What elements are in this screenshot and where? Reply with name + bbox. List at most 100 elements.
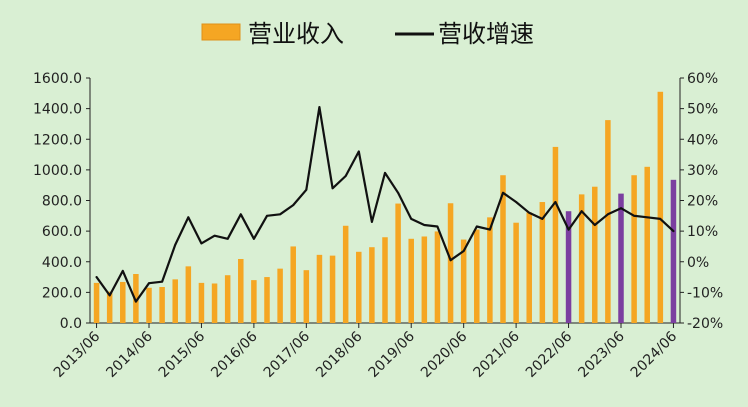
revenue-bar <box>356 251 362 323</box>
revenue-bar <box>434 231 441 323</box>
growth-point <box>488 228 491 231</box>
growth-point <box>331 187 334 190</box>
revenue-bar <box>277 268 283 323</box>
growth-point <box>541 217 544 220</box>
growth-point <box>108 294 111 297</box>
growth-point <box>357 150 360 153</box>
revenue-bar <box>342 225 349 323</box>
growth-line <box>95 105 675 303</box>
left-tick-label: 800.0 <box>42 194 82 210</box>
growth-point <box>449 259 452 262</box>
x-tick-label: 2013/06 <box>51 328 104 381</box>
growth-point <box>515 201 518 203</box>
revenue-bar <box>329 255 336 323</box>
revenue-bar <box>172 279 178 323</box>
growth-point <box>528 211 531 214</box>
revenue-bar <box>133 274 139 323</box>
x-tick-label: 2014/06 <box>103 328 156 381</box>
growth-point <box>567 228 570 231</box>
growth-point <box>397 191 400 194</box>
revenue-bar <box>224 275 231 323</box>
revenue-bar <box>474 229 480 323</box>
left-tick-label: 0.0 <box>60 316 82 332</box>
revenue-bar-highlight <box>565 211 572 323</box>
right-tick-label: 50% <box>687 102 718 118</box>
revenue-bar <box>408 238 414 323</box>
growth-point <box>633 214 636 217</box>
left-tick-label: 1600.0 <box>33 71 82 87</box>
revenue-bar <box>631 175 637 323</box>
revenue-bar <box>316 254 323 323</box>
growth-point <box>344 175 347 177</box>
growth-point <box>252 237 255 240</box>
right-tick-label: 30% <box>687 163 718 179</box>
growth-point <box>134 300 137 303</box>
revenue-bar <box>251 280 257 323</box>
growth-point <box>95 276 98 278</box>
growth-point <box>646 216 649 219</box>
left-tick-label: 600.0 <box>42 224 82 240</box>
revenue-bar <box>395 203 401 323</box>
growth-point <box>148 282 150 285</box>
growth-point <box>200 242 203 245</box>
right-tick-label: 20% <box>687 194 718 210</box>
legend-bar-swatch <box>201 23 241 41</box>
growth-point <box>593 224 596 226</box>
growth-point <box>174 244 177 246</box>
left-tick-label: 1400.0 <box>33 102 82 118</box>
revenue-bar <box>93 282 100 323</box>
growth-point <box>305 188 308 191</box>
revenue-bar <box>539 202 546 323</box>
growth-point <box>292 204 295 206</box>
revenue-bar <box>500 175 506 323</box>
revenue-bar <box>552 146 559 323</box>
legend: 营业收入 营收增速 <box>201 20 534 48</box>
revenue-bar <box>657 91 664 323</box>
x-tick-label: 2022/06 <box>523 328 576 381</box>
revenue-bar-highlight <box>618 193 624 323</box>
growth-point <box>423 224 426 226</box>
revenue-bar <box>238 258 244 323</box>
revenue-bar <box>120 281 126 323</box>
revenue-bar <box>526 212 532 323</box>
revenue-bar <box>303 270 310 323</box>
revenue-bar <box>369 247 375 323</box>
x-tick-label: 2016/06 <box>208 328 261 381</box>
legend-bar-label: 营业收入 <box>248 20 344 48</box>
revenue-bar <box>605 120 611 323</box>
revenue-bar <box>198 282 205 323</box>
revenue-bar <box>421 236 428 323</box>
growth-point <box>318 106 321 108</box>
growth-point <box>161 280 164 283</box>
x-tick-label: 2021/06 <box>470 328 523 381</box>
x-tick-label: 2018/06 <box>313 328 366 381</box>
revenue-bar <box>211 283 218 323</box>
revenue-bar <box>578 194 585 323</box>
growth-point <box>659 217 662 220</box>
x-tick-label: 2024/06 <box>628 328 681 381</box>
growth-point <box>187 216 190 219</box>
left-tick-label: 1200.0 <box>33 132 82 148</box>
revenue-bar-highlight <box>670 179 677 323</box>
x-tick-label: 2020/06 <box>418 328 471 381</box>
x-tick-label: 2017/06 <box>261 328 314 381</box>
right-tick-label: 40% <box>687 132 718 148</box>
growth-point <box>266 214 268 217</box>
growth-point <box>606 213 609 216</box>
revenue-bar <box>592 186 598 323</box>
growth-point <box>462 250 465 252</box>
growth-point <box>370 221 373 223</box>
growth-point <box>436 225 439 228</box>
growth-point <box>239 213 242 216</box>
revenue-bar <box>290 246 296 323</box>
growth-point <box>279 213 282 216</box>
right-tick-label: 10% <box>687 224 718 240</box>
right-tick-label: 60% <box>687 71 718 87</box>
growth-point <box>121 270 124 272</box>
revenue-bar <box>146 287 152 323</box>
revenue-bar <box>106 291 113 323</box>
revenue-bar <box>447 203 454 323</box>
revenue-bar <box>644 166 650 323</box>
left-tick-label: 1000.0 <box>33 163 82 179</box>
